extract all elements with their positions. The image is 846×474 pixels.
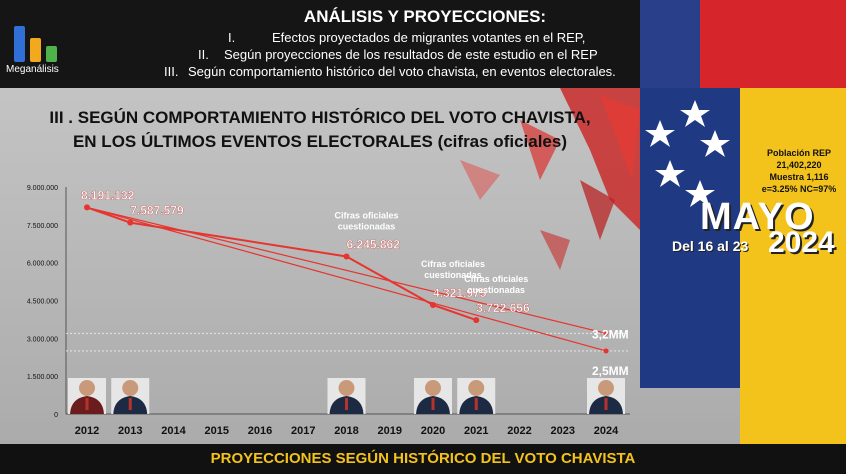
stats-line3: Muestra 1,116 — [769, 172, 829, 182]
x-tick-label: 2017 — [291, 425, 315, 437]
x-tick-label: 2021 — [464, 425, 488, 437]
y-tick-label: 1.500.000 — [27, 374, 58, 381]
data-point — [127, 219, 134, 226]
projection-point — [603, 330, 609, 336]
series-line — [86, 206, 477, 322]
section-title-line1: III . SEGÚN COMPORTAMIENTO HISTÓRICO DEL… — [49, 108, 591, 127]
logo-text: Meganálisis — [6, 64, 59, 75]
data-label: 4.321.975 — [433, 286, 487, 300]
x-tick-label: 2019 — [378, 425, 402, 437]
y-tick-label: 3.000.000 — [27, 336, 58, 343]
y-tick-label: 0 — [54, 412, 58, 419]
header-item-1-num: I. — [228, 30, 236, 45]
data-point — [430, 301, 436, 308]
footer-title: PROYECCIONES SEGÚN HISTÓRICO DEL VOTO CH… — [210, 450, 636, 467]
data-point — [473, 317, 480, 324]
stars-icon — [645, 100, 730, 207]
header-item-1-text: Efectos proyectados de migrantes votante… — [272, 30, 586, 45]
projection-label: 2,5MM — [592, 364, 629, 378]
meganalisis-logo — [12, 20, 64, 62]
footer-band — [0, 444, 846, 474]
stats-line2: 21,402,220 — [776, 160, 822, 170]
x-tick-label: 2024 — [594, 425, 619, 437]
data-point — [343, 253, 350, 260]
data-label: 7.587.579 — [130, 204, 184, 218]
data-note: cuestionadas — [338, 221, 396, 231]
x-tick-label: 2013 — [118, 425, 142, 437]
data-note: Cifras oficiales — [464, 274, 528, 284]
badge-year: 2024 — [768, 226, 835, 259]
y-tick-label: 7.500.000 — [27, 223, 58, 230]
stats-line4: e=3.25% NC=97% — [761, 184, 837, 194]
stats-box: Población REP 21,402,220 Muestra 1,116 e… — [756, 147, 842, 195]
x-tick-label: 2015 — [205, 425, 229, 437]
projection-trend-line — [86, 206, 607, 352]
header-item-2-text: Según proyecciones de los resultados de … — [224, 47, 598, 62]
header-item-3-text: Según comportamiento histórico del voto … — [188, 64, 616, 79]
badge-dates: Del 16 al 23 — [672, 238, 749, 254]
person-portrait-icon — [587, 378, 625, 414]
badge-month: MAYO — [700, 196, 815, 238]
data-label: 3.722.656 — [476, 301, 530, 315]
data-point — [84, 204, 90, 211]
person-portrait-icon — [327, 378, 366, 414]
x-tick-label: 2022 — [507, 425, 531, 437]
data-note: Cifras oficiales — [334, 210, 398, 220]
section-title: III . SEGÚN COMPORTAMIENTO HISTÓRICO DEL… — [10, 106, 630, 154]
stats-line1: Población REP — [766, 148, 831, 158]
data-label: 8.191.132 — [81, 188, 135, 202]
y-tick-label: 4.500.000 — [27, 299, 58, 306]
y-tick-label: 6.000.000 — [27, 261, 58, 268]
section-title-line2: EN LOS ÚLTIMOS EVENTOS ELECTORALES (cifr… — [72, 132, 568, 151]
x-tick-label: 2023 — [551, 425, 575, 437]
data-note: cuestionadas — [467, 285, 525, 295]
header-item-3-num: III. — [164, 64, 179, 79]
x-tick-label: 2014 — [161, 425, 186, 437]
data-note: Cifras oficiales — [421, 259, 485, 269]
x-tick-label: 2012 — [75, 425, 99, 437]
venezuela-flag-decoration — [640, 0, 846, 474]
y-tick-label: 9.000.000 — [27, 185, 58, 192]
person-portrait-icon — [68, 378, 106, 414]
x-tick-label: 2020 — [421, 425, 445, 437]
x-tick-label: 2016 — [248, 425, 272, 437]
data-label: 6.245.862 — [347, 237, 401, 251]
header-item-2-num: II. — [198, 47, 209, 62]
x-tick-label: 2018 — [334, 425, 358, 437]
person-portrait-icon — [414, 378, 452, 414]
projection-label: 3,2MM — [592, 327, 629, 341]
person-portrait-icon — [111, 378, 150, 414]
projection-point — [603, 348, 609, 354]
header-title: ANÁLISIS Y PROYECCIONES: — [303, 7, 547, 26]
person-portrait-icon — [457, 378, 496, 414]
data-note: cuestionadas — [424, 270, 482, 280]
